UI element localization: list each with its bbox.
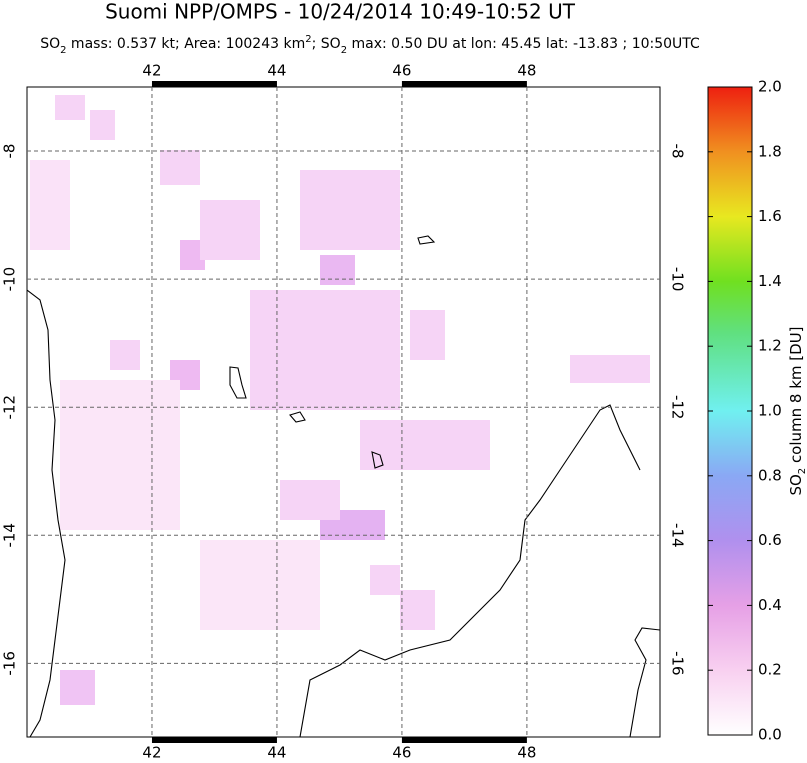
colorbar-tick-label: 1.6 (758, 207, 782, 225)
colorbar-tick-label: 0.2 (758, 661, 782, 679)
chart-title: Suomi NPP/OMPS - 10/24/2014 10:49-10:52 … (105, 0, 576, 24)
y-tick-label: -16 (1, 651, 19, 676)
frame-band (152, 81, 277, 87)
x-tick-label: 48 (517, 744, 536, 760)
text-part: column 8 km [DU] (787, 326, 805, 467)
text-part: max: 0.50 DU at lon: 45.45 lat: -13.83 ;… (347, 36, 700, 52)
x-tick-label: 44 (267, 62, 286, 80)
y-tick-label: -14 (669, 523, 687, 548)
colorbar-tick-label: 1.8 (758, 142, 782, 160)
colorbar-tick-label: 0.6 (758, 531, 782, 549)
text-part: SO (787, 474, 805, 495)
colorbar-tick-label: 0.0 (758, 726, 782, 744)
y-tick-label: -8 (669, 144, 687, 159)
text-part: mass: 0.537 kt; Area: 100243 km (66, 36, 305, 52)
x-tick-label: 42 (142, 744, 161, 760)
x-tick-label: 48 (517, 62, 536, 80)
subtitle: SO2 mass: 0.537 kt; Area: 100243 km2; SO… (40, 34, 700, 56)
y-tick-label: -14 (1, 523, 19, 548)
colorbar-tick-label: 0.8 (758, 466, 782, 484)
frame-band (402, 737, 527, 743)
y-tick-label: -16 (669, 651, 687, 676)
y-tick-label: -12 (669, 395, 687, 420)
colorbar (708, 87, 752, 735)
colorbar-tick-label: 1.4 (758, 272, 782, 290)
frame-band (152, 737, 277, 743)
colorbar-label: SO2 column 8 km [DU] (787, 326, 807, 495)
x-tick-label: 46 (392, 62, 411, 80)
colorbar-tick-label: 0.4 (758, 596, 782, 614)
colorbar-tick-label: 1.2 (758, 337, 782, 355)
y-tick-label: -12 (1, 395, 19, 420)
y-tick-label: -10 (669, 267, 687, 292)
text-part: ; SO (312, 36, 341, 52)
colorbar-tick-label: 1.0 (758, 402, 782, 420)
x-tick-label: 42 (142, 62, 161, 80)
colorbar-tick-label: 2.0 (758, 78, 782, 96)
text-part: SO (40, 36, 60, 52)
x-tick-label: 44 (267, 744, 286, 760)
so2-cells (27, 95, 660, 737)
y-tick-label: -8 (1, 144, 19, 159)
y-tick-label: -10 (1, 267, 19, 292)
x-tick-label: 46 (392, 744, 411, 760)
frame-band (402, 81, 527, 87)
